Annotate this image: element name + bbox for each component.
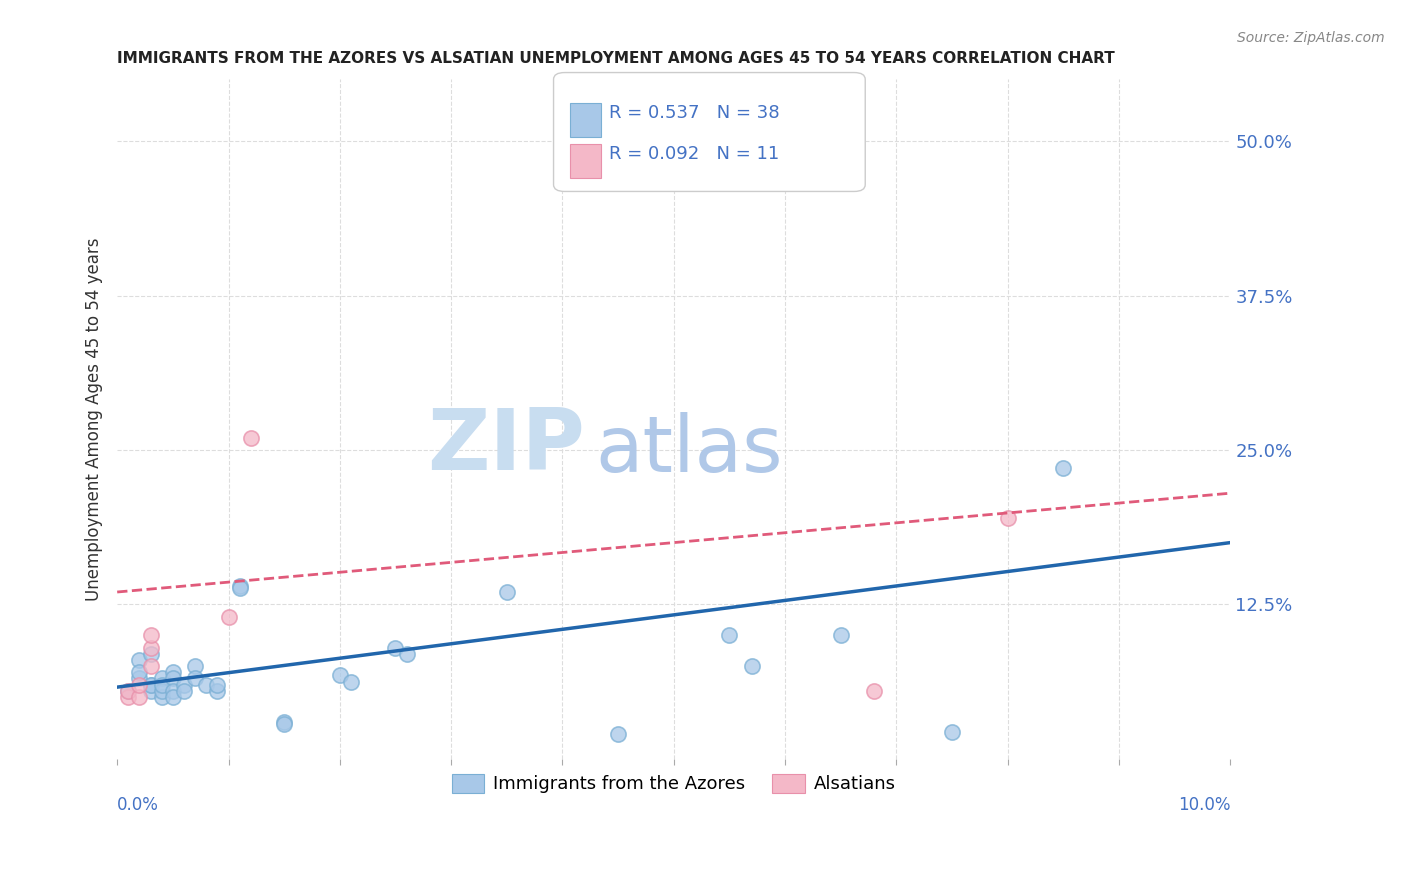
Point (117, 690, 139, 704)
Point (997, 511, 1019, 525)
Point (195, 678, 218, 692)
Point (228, 579, 250, 593)
Text: atlas: atlas (596, 411, 783, 488)
Point (150, 683, 173, 698)
Text: R = 0.537   N = 38: R = 0.537 N = 38 (609, 104, 780, 122)
FancyBboxPatch shape (571, 103, 602, 137)
Point (139, 640, 162, 655)
Point (128, 690, 150, 704)
Y-axis label: Unemployment Among Ages 45 to 54 years: Unemployment Among Ages 45 to 54 years (86, 237, 103, 601)
Point (150, 672, 173, 686)
Point (218, 609, 240, 624)
FancyBboxPatch shape (554, 72, 865, 192)
Point (150, 690, 173, 704)
Point (741, 659, 763, 673)
Point (139, 647, 162, 661)
Point (150, 678, 173, 692)
Text: IMMIGRANTS FROM THE AZORES VS ALSATIAN UNEMPLOYMENT AMONG AGES 45 TO 54 YEARS CO: IMMIGRANTS FROM THE AZORES VS ALSATIAN U… (117, 51, 1115, 66)
Point (128, 665, 150, 680)
Point (941, 724, 963, 739)
Point (162, 683, 184, 698)
Point (128, 672, 150, 686)
Point (239, 431, 262, 445)
Point (495, 585, 517, 599)
Point (128, 678, 150, 692)
Legend: Immigrants from the Azores, Alsatians: Immigrants from the Azores, Alsatians (444, 767, 903, 801)
Point (228, 582, 250, 596)
Point (607, 727, 630, 741)
Point (384, 640, 406, 655)
FancyBboxPatch shape (571, 144, 602, 178)
Text: Source: ZipAtlas.com: Source: ZipAtlas.com (1237, 31, 1385, 45)
Point (329, 667, 352, 681)
Point (863, 683, 886, 698)
Point (139, 628, 162, 642)
Point (1052, 461, 1074, 475)
Point (162, 690, 184, 704)
Text: R = 0.092   N = 11: R = 0.092 N = 11 (609, 145, 779, 163)
Point (139, 683, 162, 698)
Point (273, 714, 295, 729)
Point (207, 678, 229, 692)
Point (162, 672, 184, 686)
Point (340, 675, 363, 690)
Point (395, 647, 418, 661)
Point (117, 683, 139, 698)
Text: 10.0%: 10.0% (1178, 797, 1230, 814)
Point (184, 672, 207, 686)
Point (718, 628, 741, 642)
Point (139, 678, 162, 692)
Point (128, 653, 150, 667)
Point (830, 628, 852, 642)
Point (173, 683, 195, 698)
Point (139, 678, 162, 692)
Point (162, 665, 184, 680)
Point (273, 717, 295, 731)
Point (173, 678, 195, 692)
Point (117, 683, 139, 698)
Point (184, 659, 207, 673)
Text: 0.0%: 0.0% (117, 797, 159, 814)
Point (207, 683, 229, 698)
Text: ZIP: ZIP (427, 405, 585, 488)
Point (139, 659, 162, 673)
